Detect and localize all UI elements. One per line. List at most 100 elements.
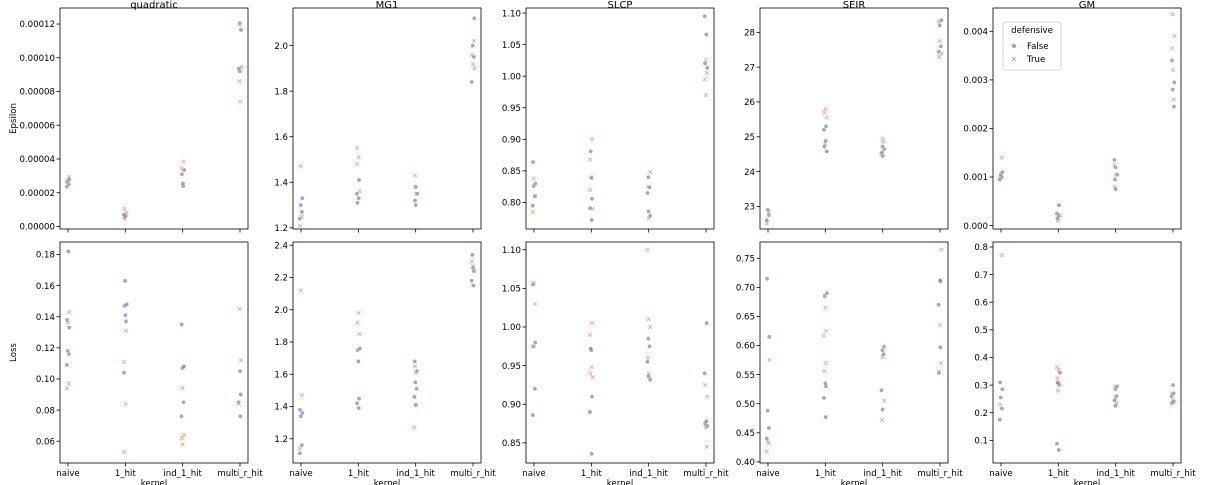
scatter-point-true [298,288,303,293]
y-tick-label: 2.0 [274,42,288,52]
scatter-point-false [589,217,594,223]
scatter-point-true [645,355,651,361]
scatter-point-false [645,359,650,365]
scatter-point-false [999,406,1005,411]
scatter-point-false [472,15,477,21]
scatter-point-false [1000,386,1005,392]
scatter-point-false [237,368,243,374]
y-tick-label: 0.001 [963,173,988,183]
scatter-point-true [1057,381,1062,386]
scatter-point-false [704,320,709,326]
scatter-point-false [647,344,652,349]
scatter-point-true [180,386,185,391]
y-tick-label: 0.4 [974,354,988,364]
scatter-point-true [471,38,477,44]
scatter-point-false [533,181,538,186]
scatter-point-false [589,196,595,201]
scatter-point-false [881,344,887,349]
scatter-point-true [356,155,361,160]
scatter-point-false [356,195,361,201]
scatter-point-true [299,393,305,398]
scatter-point-true [590,375,595,380]
y-tick-label: 0.6 [974,298,988,308]
scatter-point-false [646,174,651,180]
scatter-point-false [824,290,830,296]
scatter-point-true [121,359,127,364]
scatter-point-true [297,223,302,228]
y-tick-label: 1.10 [502,9,521,19]
x-tick-label: naive [989,469,1012,479]
scatter-point-false [469,79,475,85]
subplot-epsilon-4: 0.000 0.001 0.002 0.003 0.004 GM [963,0,1182,233]
scatter-point-false [1113,186,1119,192]
y-tick-label: 0.00002 [19,189,55,199]
scatter-point-false [938,43,944,49]
scatter-point-true [354,146,360,151]
scatter-point-true [766,209,772,214]
scatter-point-false [354,401,360,406]
scatter-point-false [469,278,474,284]
scatter-point-false [702,13,707,19]
scatter-point-true [823,305,828,310]
y-tick-label: 0.65 [736,313,755,323]
scatter-point-true [412,364,418,369]
scatter-point-true [1172,34,1177,39]
scatter-point-true [997,402,1002,407]
x-tick-label: ind_1_hit [1096,469,1135,479]
scatter-point-true [1055,218,1061,223]
scatter-point-true [297,446,302,451]
y-tick-label: 1.05 [502,285,521,295]
scatter-point-true [588,187,593,192]
y-tick-label: 0.2 [974,409,988,419]
y-tick-label: 28 [744,29,755,39]
x-tick-label: 1_hit [581,469,603,479]
y-tick-label: 0.1 [974,437,988,447]
scatter-point-false [821,127,827,133]
y-tick-label: 0.55 [736,371,755,381]
scatter-point-true [590,206,595,211]
scatter-point-true [123,328,129,333]
scatter-point-false [936,49,942,54]
y-tick-label: 0.00000 [19,223,55,233]
y-tick-label: 1.2 [274,224,288,234]
scatter-point-false [702,371,707,376]
y-tick-label: 1.8 [274,87,288,97]
scatter-point-false [589,451,594,457]
scatter-point-false [646,374,651,379]
subplot-epsilon-3: 23 24 25 26 27 28 SEIR [744,0,949,233]
y-tick-label: 0.80 [502,199,521,209]
scatter-point-false [1112,157,1117,163]
scatter-point-true [67,309,72,315]
scatter-point-true [181,159,186,164]
axes-frame [525,241,715,464]
x-tick-label: 1_hit [115,469,137,479]
y-tick-label: 1.05 [502,41,521,51]
scatter-point-false [588,149,593,154]
y-tick-label: 2.2 [274,274,288,284]
scatter-point-false [181,167,187,173]
scatter-point-false [1054,211,1060,216]
scatter-point-false [300,410,305,416]
scatter-point-true [999,155,1005,160]
scatter-point-true [704,70,710,76]
scatter-point-false [939,17,944,23]
x-tick-label: naive [522,469,545,479]
scatter-point-true [1112,384,1118,389]
scatter-point-false [1054,441,1060,446]
x-tick-label: 1_hit [1048,469,1070,479]
scatter-point-false [589,394,595,399]
scatter-point-true [823,360,828,366]
scatter-point-false [1170,382,1176,388]
x-tick-label: ind_1_hit [863,469,902,479]
scatter-point-false [766,425,772,431]
axes-frame [292,7,482,230]
scatter-point-false [66,249,71,254]
scatter-point-true [470,61,475,66]
scatter-point-true [587,332,593,337]
scatter-point-true [1112,184,1117,189]
scatter-point-false [470,43,476,48]
scatter-point-false [530,412,536,418]
scatter-point-false [533,340,538,345]
scatter-point-true [823,106,828,112]
x-axis-label: kernel [141,479,167,485]
